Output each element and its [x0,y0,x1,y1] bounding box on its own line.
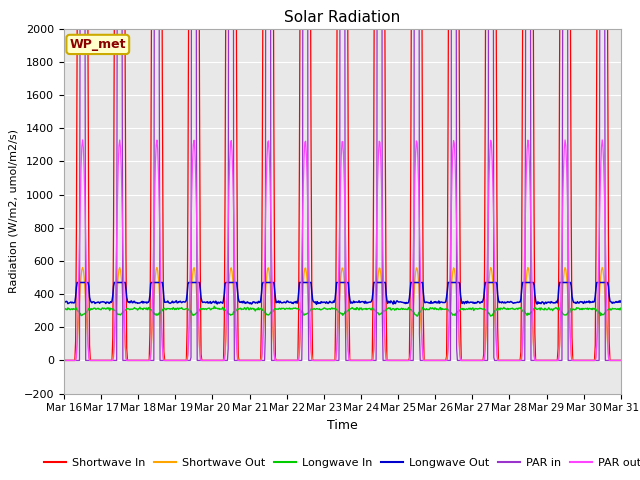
Title: Solar Radiation: Solar Radiation [284,10,401,25]
Text: WP_met: WP_met [70,38,126,51]
X-axis label: Time: Time [327,419,358,432]
Y-axis label: Radiation (W/m2, umol/m2/s): Radiation (W/m2, umol/m2/s) [8,129,18,293]
Legend: Shortwave In, Shortwave Out, Longwave In, Longwave Out, PAR in, PAR out: Shortwave In, Shortwave Out, Longwave In… [40,454,640,473]
